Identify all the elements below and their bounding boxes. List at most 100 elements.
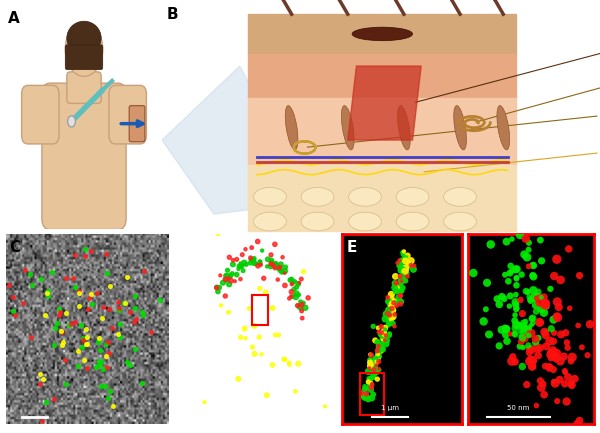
Point xyxy=(511,299,520,306)
Point xyxy=(562,398,571,405)
Point xyxy=(397,273,407,280)
Point xyxy=(384,321,394,328)
Circle shape xyxy=(301,187,334,206)
Point xyxy=(500,271,510,278)
Point xyxy=(539,294,548,301)
Point xyxy=(262,392,272,399)
Point xyxy=(395,262,404,269)
Point xyxy=(280,268,290,275)
Point xyxy=(364,396,373,403)
Point xyxy=(386,292,395,299)
Point xyxy=(548,352,557,359)
Point xyxy=(541,343,551,350)
Point xyxy=(213,230,223,237)
Point xyxy=(389,298,398,305)
Point xyxy=(374,343,383,350)
Point xyxy=(536,384,546,391)
Point xyxy=(37,418,47,425)
Point xyxy=(371,359,381,366)
Point xyxy=(560,381,569,388)
Point xyxy=(95,347,104,354)
Point xyxy=(35,381,45,388)
Point xyxy=(386,314,396,321)
Point xyxy=(481,306,491,313)
Point xyxy=(541,302,550,309)
Point xyxy=(97,358,106,365)
Point xyxy=(547,325,556,332)
Point xyxy=(106,282,115,289)
Point xyxy=(553,314,562,321)
Point xyxy=(102,363,112,370)
Point xyxy=(268,262,278,269)
Point xyxy=(545,285,555,292)
Point xyxy=(8,293,17,300)
Point xyxy=(20,267,30,274)
Point xyxy=(223,267,232,274)
Point xyxy=(70,251,80,258)
Point xyxy=(529,358,539,365)
Point xyxy=(262,263,272,270)
Point xyxy=(511,291,521,298)
Point xyxy=(367,394,377,401)
Point xyxy=(275,265,285,271)
Point xyxy=(502,326,511,333)
Point xyxy=(388,320,398,327)
Point xyxy=(4,281,14,288)
Point xyxy=(299,299,308,306)
Point xyxy=(374,329,384,336)
Point xyxy=(218,279,228,286)
Point xyxy=(394,294,404,301)
Point xyxy=(519,325,529,332)
Point xyxy=(559,353,569,360)
Point xyxy=(266,263,275,270)
Point xyxy=(377,341,386,348)
Point xyxy=(291,294,301,301)
Point xyxy=(526,330,536,337)
Point xyxy=(94,338,103,345)
Point xyxy=(379,328,389,335)
Point xyxy=(287,276,296,283)
Point xyxy=(406,257,416,264)
Text: 50 nm: 50 nm xyxy=(507,405,530,411)
Point xyxy=(397,280,406,287)
Circle shape xyxy=(443,212,476,231)
Point xyxy=(238,251,247,258)
Point xyxy=(56,327,66,334)
Point xyxy=(563,344,572,351)
Point xyxy=(242,261,251,268)
Point xyxy=(377,329,386,336)
Point xyxy=(390,280,400,287)
Point xyxy=(496,197,506,204)
Point xyxy=(246,259,256,266)
Point xyxy=(364,379,374,386)
Point xyxy=(373,347,382,354)
Point xyxy=(511,306,521,313)
Point xyxy=(275,268,285,275)
Point xyxy=(362,385,371,392)
Point xyxy=(89,429,99,433)
Point xyxy=(566,358,576,365)
Point xyxy=(395,290,404,297)
Point xyxy=(383,310,392,317)
Point xyxy=(375,366,385,373)
Point xyxy=(286,293,296,300)
Point xyxy=(62,309,71,316)
Point xyxy=(293,280,303,287)
Point xyxy=(523,288,532,295)
Point xyxy=(378,346,388,353)
Point xyxy=(398,249,407,256)
Point xyxy=(390,323,400,330)
Point xyxy=(560,369,570,376)
Ellipse shape xyxy=(497,106,509,150)
Point xyxy=(373,351,383,358)
Point xyxy=(507,358,517,365)
Point xyxy=(371,364,380,371)
FancyBboxPatch shape xyxy=(67,72,101,103)
Point xyxy=(545,363,554,370)
Point xyxy=(469,269,478,276)
Point xyxy=(253,262,263,269)
Point xyxy=(390,284,400,291)
Point xyxy=(382,310,391,317)
Point xyxy=(367,358,376,365)
Text: 1 μm: 1 μm xyxy=(381,405,399,411)
